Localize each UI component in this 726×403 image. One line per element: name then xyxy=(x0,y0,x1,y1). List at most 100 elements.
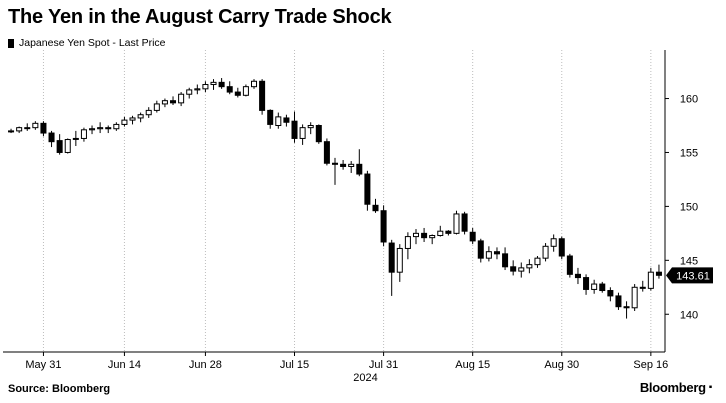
candle xyxy=(437,225,444,237)
candle xyxy=(396,244,403,282)
x-tick-label: Jul 15 xyxy=(280,359,309,371)
candle xyxy=(194,84,201,95)
y-tick-label: 150 xyxy=(680,201,698,213)
candle-body-down xyxy=(655,271,662,276)
candle xyxy=(8,128,15,134)
candle xyxy=(283,114,290,127)
candle xyxy=(48,130,55,148)
candle xyxy=(639,280,646,292)
candle-body-up xyxy=(526,264,533,269)
legend-swatch-icon xyxy=(8,38,14,48)
candle xyxy=(121,116,128,127)
candle xyxy=(566,253,573,278)
candle xyxy=(429,234,436,245)
candle xyxy=(340,160,347,170)
candle-body-up xyxy=(275,116,282,127)
candle xyxy=(218,78,225,89)
candle-body-up xyxy=(534,257,541,266)
candle-body-down xyxy=(558,238,565,257)
candle-body-down xyxy=(493,251,500,255)
candle-body-up xyxy=(8,130,15,133)
candle-body-down xyxy=(56,140,63,153)
candle-body-up xyxy=(32,122,39,129)
candle-body-up xyxy=(299,127,306,139)
terminal-icon: ▪ xyxy=(708,382,713,393)
candle-body-down xyxy=(364,173,371,205)
candle-body-down xyxy=(48,132,55,143)
candle-body-down xyxy=(218,81,225,88)
candle-body-down xyxy=(599,283,606,292)
candle xyxy=(275,112,282,129)
candle-body-up xyxy=(210,81,217,86)
candle-body-down xyxy=(234,91,241,96)
candle-body-up xyxy=(121,119,128,125)
candle-body-up xyxy=(194,88,201,91)
candle-body-up xyxy=(64,139,71,153)
candle-body-down xyxy=(283,117,290,123)
candle-body-up xyxy=(129,117,136,121)
candle-body-up xyxy=(396,247,403,273)
candle xyxy=(631,284,638,312)
candle xyxy=(145,107,152,118)
candle xyxy=(583,274,590,295)
candle xyxy=(493,247,500,260)
candle-body-up xyxy=(80,129,87,139)
candle-body-up xyxy=(97,127,104,130)
source-note: Source: Bloomberg xyxy=(8,383,111,395)
candle-body-up xyxy=(72,137,79,140)
candle xyxy=(364,170,371,211)
candle xyxy=(404,232,411,260)
candle xyxy=(558,236,565,260)
candle xyxy=(485,246,492,262)
candle xyxy=(526,259,533,274)
candle xyxy=(105,125,112,134)
candle xyxy=(412,229,419,245)
candle xyxy=(186,87,193,99)
candle xyxy=(40,121,47,137)
candle xyxy=(574,267,581,285)
axis-layer: May 31 Jun 14 Jun 28 Jul 15 Jul 31 Aug 15 Aug … xyxy=(3,50,713,384)
candle-body-down xyxy=(510,266,517,272)
candle-body-up xyxy=(161,100,168,105)
candle xyxy=(591,279,598,294)
candle-body-up xyxy=(178,93,185,104)
candle xyxy=(388,239,395,296)
candle xyxy=(72,130,79,146)
candle xyxy=(170,96,177,106)
candle-body-up xyxy=(542,245,549,259)
candle-body-up xyxy=(485,251,492,259)
candle-body-up xyxy=(404,236,411,249)
candle-body-down xyxy=(639,286,646,289)
candle xyxy=(323,138,330,166)
candle xyxy=(445,230,452,236)
candle-body-down xyxy=(170,100,177,104)
candle xyxy=(307,122,314,135)
y-tick-label: 145 xyxy=(680,255,698,267)
bloomberg-logo: Bloomberg ▪ xyxy=(640,380,712,395)
candle xyxy=(550,234,557,252)
candle xyxy=(331,157,339,185)
candle xyxy=(299,124,306,145)
candle-body-down xyxy=(372,204,379,212)
candle xyxy=(267,109,274,129)
candle xyxy=(24,123,31,131)
candle-body-up xyxy=(242,86,249,96)
candle xyxy=(226,81,233,95)
candle xyxy=(242,84,249,97)
candle xyxy=(113,122,120,131)
candle-body-up xyxy=(202,84,209,90)
x-tick-label: Aug 15 xyxy=(455,359,490,371)
candle xyxy=(356,149,363,177)
chart-title: The Yen in the August Carry Trade Shock xyxy=(8,6,392,28)
candle xyxy=(259,79,266,115)
y-tick-label: 140 xyxy=(680,309,698,321)
candle-body-up xyxy=(429,235,436,239)
candle-body-down xyxy=(566,255,573,275)
candle-body-down xyxy=(445,230,452,234)
candle-body-down xyxy=(331,162,339,165)
candle-body-down xyxy=(421,232,428,239)
last-price-flag-shape xyxy=(666,267,713,284)
candle-body-down xyxy=(105,127,112,130)
candle-body-up xyxy=(16,127,23,132)
legend-label: Japanese Yen Spot - Last Price xyxy=(19,37,166,49)
